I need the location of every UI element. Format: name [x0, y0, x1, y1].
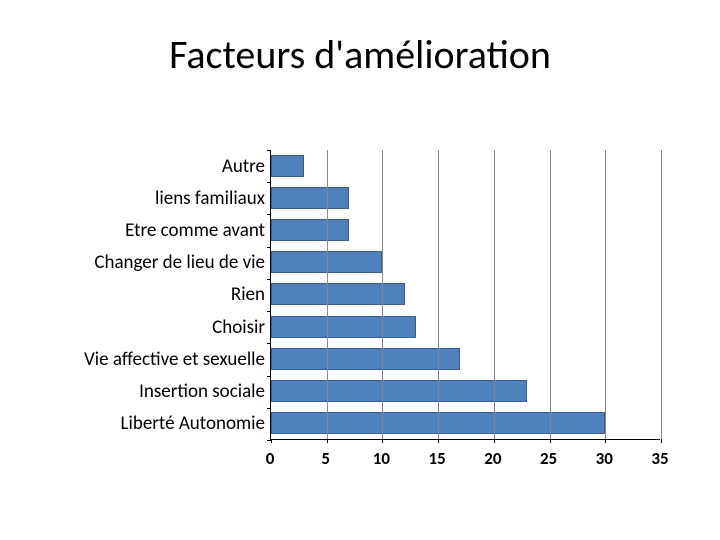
y-axis-label: Vie affective et sexuelle: [70, 350, 265, 369]
x-tick-label: 20: [484, 448, 501, 469]
y-tick-mark: [267, 182, 271, 183]
bars-container: [271, 150, 660, 439]
grid-line: [605, 150, 606, 439]
y-axis-label: Choisir: [70, 318, 265, 337]
y-tick-mark: [267, 279, 271, 280]
y-tick-mark: [267, 150, 271, 151]
bar: [271, 219, 349, 241]
chart-title: Facteurs d'amélioration: [0, 30, 720, 79]
x-tick-mark: [494, 439, 495, 443]
x-tick-label: 0: [266, 448, 275, 469]
bar: [271, 380, 527, 402]
bar: [271, 348, 460, 370]
x-tick-label: 35: [651, 448, 668, 469]
grid-line: [382, 150, 383, 439]
bar: [271, 187, 349, 209]
grid-line: [494, 150, 495, 439]
x-tick-label: 25: [540, 448, 557, 469]
x-tick-mark: [661, 439, 662, 443]
x-tick-mark: [271, 439, 272, 443]
y-axis-label: Autre: [70, 157, 265, 176]
grid-line: [550, 150, 551, 439]
y-tick-mark: [267, 214, 271, 215]
x-tick-label: 5: [321, 448, 330, 469]
plot-area: [270, 150, 660, 440]
y-axis-label: Insertion sociale: [70, 382, 265, 401]
bar: [271, 283, 405, 305]
y-tick-mark: [267, 343, 271, 344]
y-tick-mark: [267, 247, 271, 248]
grid-line: [327, 150, 328, 439]
chart-area: Autre liens familiaux Etre comme avant Chan…: [70, 150, 660, 490]
x-tick-mark: [550, 439, 551, 443]
bar: [271, 316, 416, 338]
x-axis-ticks: 05101520253035: [270, 448, 660, 468]
y-axis-label: Changer de lieu de vie: [70, 253, 265, 272]
grid-line: [661, 150, 662, 439]
x-tick-mark: [605, 439, 606, 443]
y-tick-mark: [267, 440, 271, 441]
x-tick-label: 10: [373, 448, 390, 469]
y-tick-mark: [267, 376, 271, 377]
grid-line: [438, 150, 439, 439]
x-tick-mark: [382, 439, 383, 443]
y-axis-labels: Autre liens familiaux Etre comme avant Chan…: [70, 150, 265, 440]
y-axis-label: Etre comme avant: [70, 221, 265, 240]
y-tick-mark: [267, 311, 271, 312]
y-axis-label: Rien: [70, 285, 265, 304]
y-axis-label: Liberté Autonomie: [70, 414, 265, 433]
bar: [271, 155, 304, 177]
x-tick-mark: [327, 439, 328, 443]
y-tick-mark: [267, 408, 271, 409]
y-axis-label: liens familiaux: [70, 189, 265, 208]
x-tick-mark: [438, 439, 439, 443]
x-tick-label: 30: [596, 448, 613, 469]
x-tick-label: 15: [429, 448, 446, 469]
